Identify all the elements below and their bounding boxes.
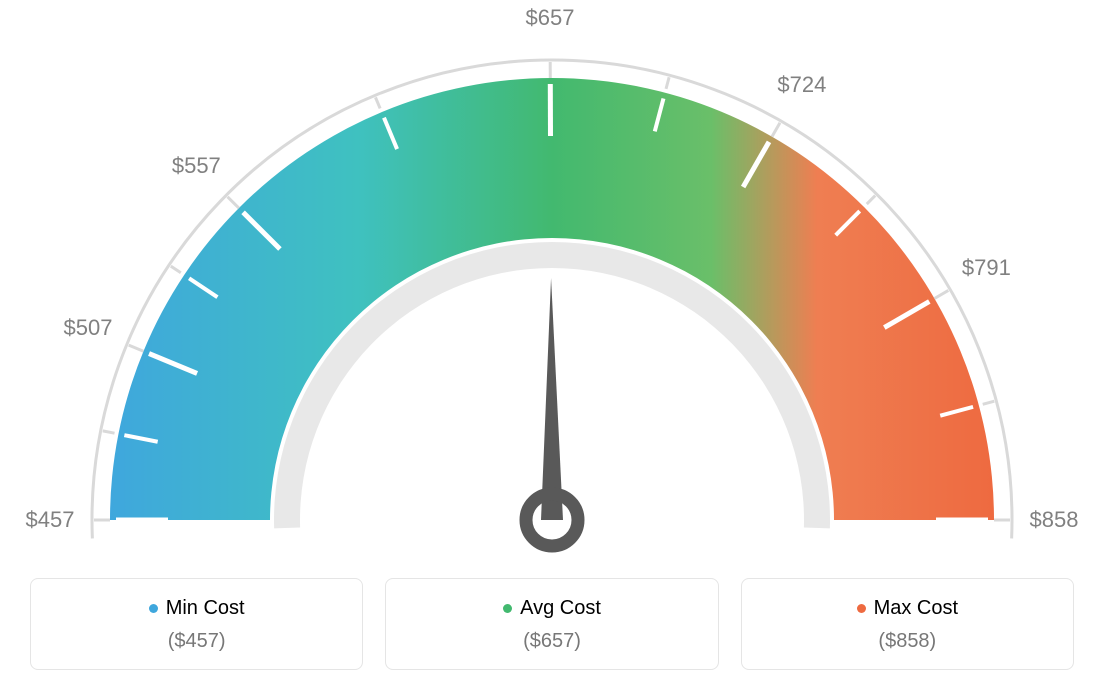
tick-label: $557	[172, 153, 221, 179]
legend-value-avg: ($657)	[396, 630, 707, 653]
legend-value-max: ($858)	[752, 630, 1063, 653]
tick-label: $858	[1030, 507, 1079, 533]
outer-minor-tick	[983, 401, 995, 404]
legend-title-max: Max Cost	[752, 597, 1063, 620]
tick-label: $657	[526, 5, 575, 31]
cost-gauge-infographic: $457 $507 $557 $657 $724 $791 $858 Min Cost ($…	[0, 0, 1104, 690]
legend-card-avg: Avg Cost ($657)	[385, 578, 718, 670]
legend-title-min: Min Cost	[41, 597, 352, 620]
legend-label-avg: Avg Cost	[520, 597, 601, 619]
outer-minor-tick	[666, 77, 669, 89]
legend-card-max: Max Cost ($858)	[741, 578, 1074, 670]
dot-icon	[149, 604, 158, 613]
tick-label: $724	[777, 72, 826, 98]
legend-label-max: Max Cost	[874, 597, 958, 619]
tick-label: $457	[26, 507, 75, 533]
gauge-chart: $457 $507 $557 $657 $724 $791 $858	[0, 0, 1104, 560]
outer-tick	[772, 123, 780, 137]
outer-minor-tick	[867, 196, 875, 205]
tick-label: $507	[64, 315, 113, 341]
outer-tick	[129, 345, 144, 351]
outer-minor-tick	[375, 97, 380, 108]
legend-row: Min Cost ($457) Avg Cost ($657) Max Cost…	[30, 578, 1074, 670]
outer-tick	[228, 197, 239, 208]
legend-title-avg: Avg Cost	[396, 597, 707, 620]
outer-minor-tick	[171, 266, 181, 273]
legend-label-min: Min Cost	[166, 597, 245, 619]
legend-value-min: ($457)	[41, 630, 352, 653]
gauge-svg	[0, 0, 1104, 560]
dot-icon	[503, 604, 512, 613]
tick-label: $791	[962, 255, 1011, 281]
legend-card-min: Min Cost ($457)	[30, 578, 363, 670]
outer-tick	[934, 290, 948, 298]
dot-icon	[857, 604, 866, 613]
outer-minor-tick	[103, 431, 115, 433]
gauge-needle	[541, 278, 563, 520]
